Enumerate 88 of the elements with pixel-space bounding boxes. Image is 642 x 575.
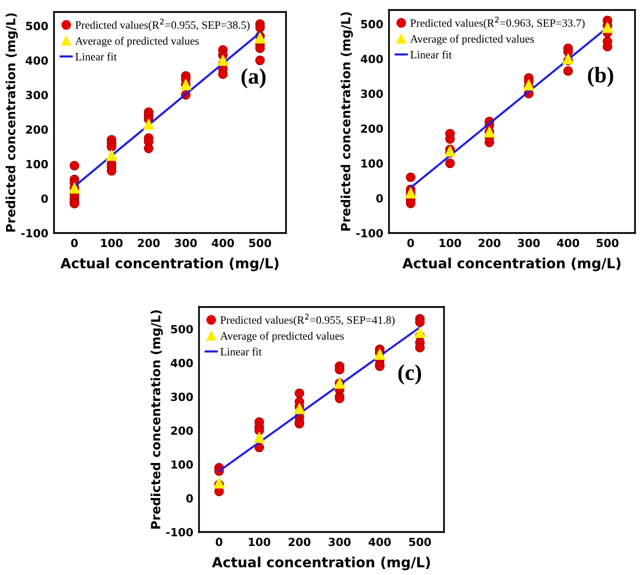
legend-label: Average of predicted values (410, 34, 534, 45)
point (602, 42, 612, 52)
x-tick-label: 0 (407, 238, 414, 248)
point (218, 69, 228, 79)
point (217, 54, 228, 66)
legend-label: Average of predicted values (75, 36, 199, 47)
point (562, 53, 574, 64)
point (406, 172, 416, 182)
y-tick-label: -100 (166, 528, 193, 536)
y-tick-label: -100 (21, 228, 48, 238)
point (602, 22, 614, 33)
y-tick-label: 300 (26, 90, 48, 100)
x-axis-title: Actual concentration (mg/L) (212, 556, 430, 570)
point (406, 198, 416, 208)
x-tick-label: 200 (288, 538, 310, 546)
y-tick-label: 500 (26, 22, 48, 30)
point (70, 160, 80, 170)
legend-label: Linear fit (220, 348, 262, 356)
annotation: (b) (588, 66, 614, 87)
x-tick-label: 0 (71, 238, 78, 248)
point (374, 348, 386, 360)
point (523, 79, 534, 90)
legend-label: Average of predicted values (220, 332, 344, 342)
point (214, 477, 225, 489)
point (445, 158, 455, 168)
y-tick-label: 200 (361, 124, 383, 133)
point (563, 66, 573, 76)
y-tick-label: 0 (186, 494, 193, 503)
point (294, 388, 304, 398)
legend-label: Linear fit (410, 50, 452, 58)
x-tick-label: 200 (138, 238, 160, 248)
x-tick-label: 100 (248, 538, 270, 546)
point (254, 432, 265, 443)
y-axis-title: Predicted concentration (mg/L) (150, 310, 163, 529)
y-tick-label: 100 (26, 160, 48, 168)
y-tick-label: 500 (361, 20, 383, 28)
point (255, 43, 265, 54)
x-tick-label: 100 (101, 238, 123, 248)
y-axis-title: Predicted concentration (mg/L) (6, 13, 18, 232)
x-axis-title: Actual concentration (mg/L) (402, 258, 620, 272)
point (415, 317, 425, 328)
y-tick-label: 400 (360, 54, 383, 64)
y-tick-label: 0 (376, 194, 383, 203)
x-tick-label: 500 (596, 238, 619, 248)
point (255, 56, 265, 66)
annotation: (c) (398, 364, 422, 385)
x-tick-label: 0 (216, 538, 222, 546)
y-tick-label: 300 (170, 392, 193, 402)
y-tick-label: 100 (172, 460, 193, 469)
point (484, 138, 494, 148)
point (106, 150, 118, 161)
y-tick-label: 200 (26, 125, 48, 134)
point (334, 364, 344, 374)
point (414, 326, 426, 338)
point (254, 32, 266, 44)
x-tick-label: 500 (249, 238, 272, 248)
x-axis-title: Actual concentration (mg/L) (60, 258, 278, 272)
legend-label: Linear fit (75, 52, 117, 60)
point (106, 142, 116, 152)
x-tick-label: 200 (478, 238, 500, 248)
point (294, 402, 305, 414)
x-tick-label: 400 (556, 238, 580, 248)
x-tick-label: 300 (328, 538, 351, 546)
y-tick-label: 500 (171, 324, 193, 334)
y-tick-label: 400 (26, 56, 48, 65)
annotation: (a) (242, 68, 266, 88)
point (415, 342, 425, 352)
point (255, 22, 265, 32)
point (445, 134, 455, 144)
legend-label: Predicted values(R$^{2}$=0.955, SEP=38.5) (75, 18, 250, 32)
point (143, 118, 154, 130)
y-tick-label: -100 (356, 228, 383, 238)
x-tick-label: 400 (368, 538, 391, 546)
y-tick-label: 200 (171, 426, 193, 435)
point (106, 166, 116, 176)
x-tick-label: 300 (518, 238, 540, 248)
y-tick-label: 400 (170, 358, 193, 368)
y-tick-label: 100 (362, 159, 383, 168)
y-tick-label: 0 (41, 194, 48, 203)
x-tick-label: 100 (440, 238, 462, 248)
y-axis-title: Predicted concentration (mg/L) (340, 12, 353, 231)
legend-label: Predicted values(R$^{2}$=0.963, SEP=33.7) (410, 16, 585, 30)
y-tick-label: 300 (360, 90, 383, 98)
x-tick-label: 500 (409, 538, 431, 546)
point (144, 144, 154, 154)
legend-label: Predicted values(R$^{2}$=0.955, SEP=41.8) (220, 314, 395, 326)
x-tick-label: 400 (212, 238, 234, 248)
point (444, 146, 456, 157)
